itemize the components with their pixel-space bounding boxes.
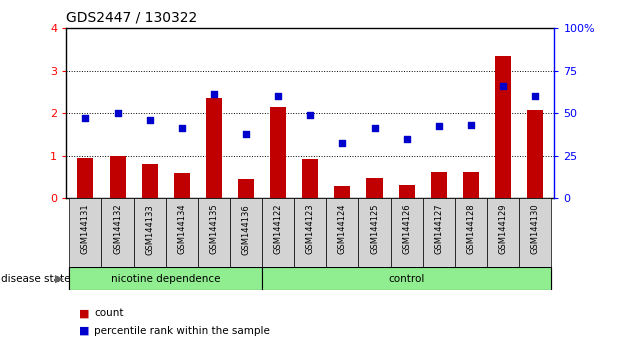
Point — [530, 93, 540, 99]
Bar — [166, 198, 198, 267]
Text: GSM144128: GSM144128 — [466, 204, 476, 255]
Text: GSM144124: GSM144124 — [338, 204, 347, 254]
Point — [498, 83, 508, 88]
Text: nicotine dependence: nicotine dependence — [111, 274, 220, 284]
Bar — [302, 159, 318, 198]
Bar — [198, 198, 230, 267]
Text: GSM144132: GSM144132 — [113, 204, 122, 255]
Text: GSM144133: GSM144133 — [145, 204, 154, 255]
Point — [273, 93, 284, 99]
Bar — [69, 267, 262, 290]
Point — [177, 125, 187, 131]
Point — [241, 131, 251, 137]
Text: GSM144130: GSM144130 — [530, 204, 540, 255]
Text: ■: ■ — [79, 308, 89, 318]
Point — [369, 125, 379, 131]
Bar — [230, 198, 262, 267]
Text: GSM144131: GSM144131 — [81, 204, 90, 255]
Bar — [142, 164, 158, 198]
Text: disease state: disease state — [1, 274, 71, 284]
Bar — [367, 178, 382, 198]
Bar — [294, 198, 326, 267]
Text: GSM144135: GSM144135 — [209, 204, 219, 255]
Bar — [262, 267, 551, 290]
Point — [337, 140, 347, 146]
Bar — [174, 173, 190, 198]
Bar — [431, 172, 447, 198]
Text: GSM144125: GSM144125 — [370, 204, 379, 254]
Bar — [527, 110, 543, 198]
Bar — [399, 185, 415, 198]
Bar — [358, 198, 391, 267]
Point — [401, 136, 411, 142]
Bar — [101, 198, 134, 267]
Bar — [134, 198, 166, 267]
Text: ▶: ▶ — [55, 274, 64, 284]
Bar — [423, 198, 455, 267]
Bar — [238, 179, 254, 198]
Point — [433, 123, 444, 129]
Bar — [326, 198, 358, 267]
Text: percentile rank within the sample: percentile rank within the sample — [94, 326, 270, 336]
Bar — [262, 198, 294, 267]
Bar — [391, 198, 423, 267]
Text: GSM144134: GSM144134 — [177, 204, 186, 255]
Point — [305, 113, 315, 118]
Text: control: control — [389, 274, 425, 284]
Text: GSM144136: GSM144136 — [241, 204, 251, 255]
Point — [81, 115, 91, 120]
Text: GSM144129: GSM144129 — [498, 204, 508, 254]
Text: count: count — [94, 308, 124, 318]
Bar — [335, 186, 350, 198]
Bar — [463, 172, 479, 198]
Text: GSM144123: GSM144123 — [306, 204, 315, 255]
Bar — [206, 98, 222, 198]
Bar — [455, 198, 487, 267]
Point — [466, 122, 476, 128]
Text: GSM144126: GSM144126 — [402, 204, 411, 255]
Bar — [519, 198, 551, 267]
Text: GDS2447 / 130322: GDS2447 / 130322 — [66, 11, 197, 25]
Point — [209, 91, 219, 97]
Bar — [110, 156, 125, 198]
Bar — [487, 198, 519, 267]
Bar — [270, 107, 286, 198]
Bar — [77, 158, 93, 198]
Text: GSM144122: GSM144122 — [273, 204, 283, 254]
Bar — [495, 56, 511, 198]
Point — [145, 117, 155, 122]
Text: GSM144127: GSM144127 — [434, 204, 444, 255]
Bar — [69, 198, 101, 267]
Text: ■: ■ — [79, 326, 89, 336]
Point — [113, 110, 123, 116]
